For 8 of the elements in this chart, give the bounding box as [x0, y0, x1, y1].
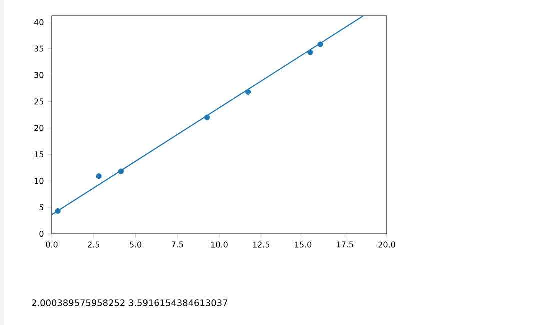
point: [55, 208, 61, 214]
point: [318, 42, 324, 48]
point: [308, 50, 314, 56]
text: 2.000389575958252 3.5916154384613037: [32, 300, 228, 306]
point: [96, 174, 102, 180]
point: [204, 114, 210, 120]
point: [118, 168, 124, 174]
point: [246, 89, 252, 95]
